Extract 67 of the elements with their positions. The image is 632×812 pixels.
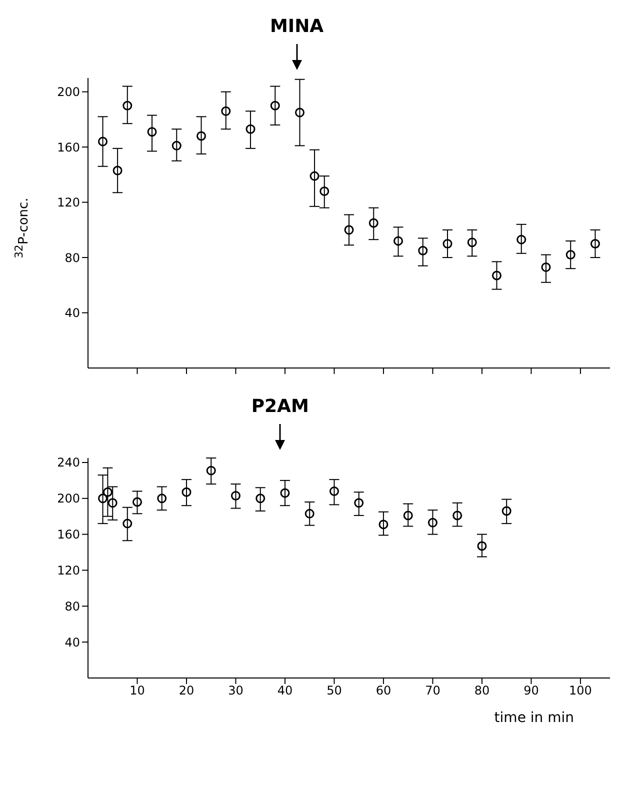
point [206, 466, 216, 476]
point [147, 127, 157, 137]
point [182, 487, 192, 497]
point [157, 494, 167, 504]
point [98, 136, 108, 146]
point [492, 270, 502, 280]
point [452, 510, 462, 520]
x-tick-label: 70 [425, 684, 440, 698]
x-tick-label: 80 [474, 684, 490, 698]
point [590, 238, 600, 248]
point [354, 498, 364, 508]
point [403, 510, 413, 520]
point [221, 106, 231, 116]
point [418, 246, 428, 256]
y-tick-label: 80 [64, 250, 80, 265]
point [230, 490, 240, 500]
y-tick-label: 40 [64, 635, 80, 650]
y-tick-label: 120 [57, 564, 80, 578]
y-tick-label: 80 [64, 599, 80, 614]
point [442, 238, 452, 248]
y-tick-label: 120 [57, 196, 80, 210]
x-tick-label: 30 [228, 684, 244, 698]
point [122, 518, 132, 528]
point [541, 262, 551, 272]
point [516, 234, 526, 244]
y-tick-label: 40 [64, 306, 80, 320]
y-tick-label: 240 [57, 456, 80, 470]
point [102, 487, 112, 497]
point [112, 166, 122, 176]
point [378, 520, 388, 530]
x-tick-label: 60 [376, 684, 392, 698]
point [132, 497, 142, 507]
point [295, 108, 305, 118]
point [329, 486, 339, 496]
point [122, 100, 132, 110]
point [320, 186, 330, 196]
y-tick-label: 160 [57, 528, 80, 542]
point [428, 518, 438, 528]
x-tick-label: 40 [277, 684, 293, 698]
point [280, 488, 290, 498]
y-tick-label: 160 [57, 140, 80, 154]
point [344, 225, 354, 235]
point [502, 506, 512, 516]
point [172, 140, 182, 150]
point [98, 494, 108, 504]
y-tick-label: 200 [57, 492, 80, 506]
point [196, 131, 206, 141]
point [246, 124, 256, 134]
point [256, 494, 266, 504]
text: MINA [268, 16, 325, 37]
x-tick-label: 20 [178, 684, 194, 698]
x-tick-label: 50 [326, 684, 342, 698]
point [270, 100, 280, 110]
point [368, 218, 378, 228]
y-tick-label: 200 [57, 85, 80, 100]
x-tick-label: 10 [130, 684, 145, 698]
text: P2AM [250, 396, 310, 417]
point [108, 498, 118, 508]
point [477, 541, 487, 551]
x-axis-title: time in min [494, 710, 574, 726]
point [393, 236, 403, 246]
point [310, 171, 320, 181]
point [566, 250, 576, 260]
x-tick-label: 100 [569, 684, 592, 698]
x-tick-label: 90 [524, 684, 539, 698]
point [304, 508, 314, 518]
point [467, 238, 477, 248]
